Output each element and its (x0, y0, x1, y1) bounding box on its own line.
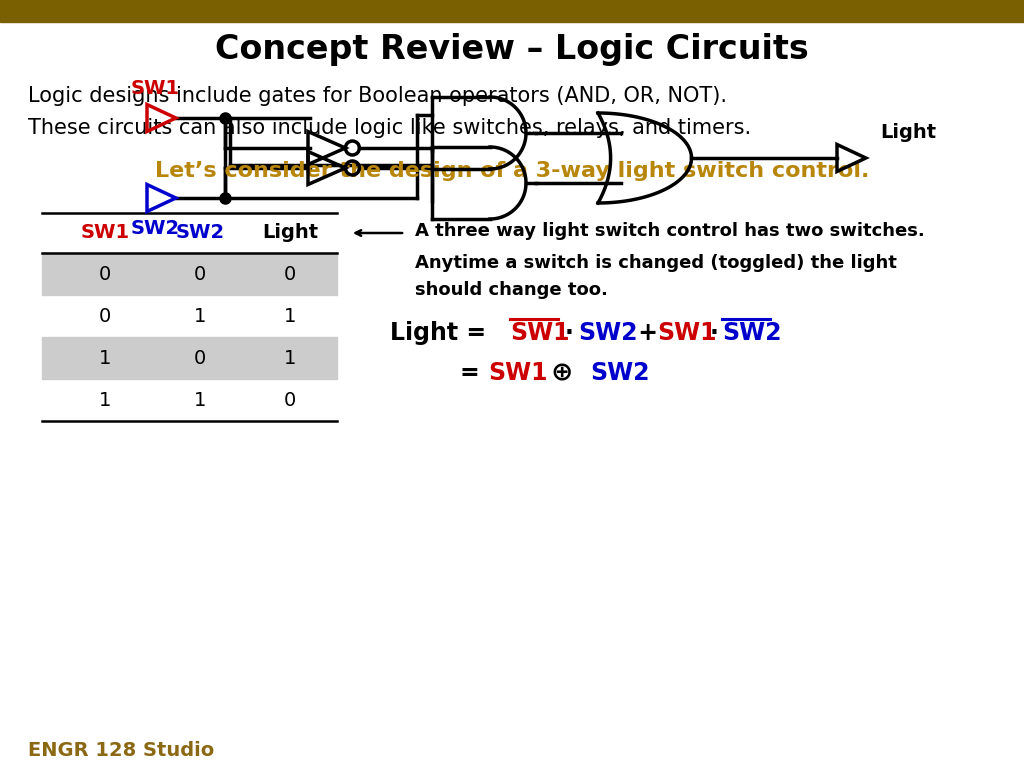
Text: 1: 1 (284, 349, 296, 368)
Text: 0: 0 (284, 264, 296, 283)
Text: +: + (630, 321, 667, 345)
Text: SW2: SW2 (130, 219, 179, 237)
Text: These circuits can also include logic like switches, relays, and timers.: These circuits can also include logic li… (28, 118, 752, 138)
Text: SW1: SW1 (510, 321, 569, 345)
Text: Light =: Light = (390, 321, 495, 345)
Text: 0: 0 (99, 264, 112, 283)
Text: Light: Light (262, 223, 318, 243)
Text: =: = (460, 361, 488, 385)
Bar (42, 253, 337, 295)
Text: SW2: SW2 (578, 321, 638, 345)
Text: ·: · (565, 321, 573, 345)
Text: SW1: SW1 (657, 321, 717, 345)
Text: SW2: SW2 (175, 223, 224, 243)
Text: SW1: SW1 (81, 223, 130, 243)
Text: SW1: SW1 (130, 78, 179, 98)
Bar (42, 337, 337, 379)
Bar (0, 0, 1024, 22)
Text: Anytime a switch is changed (toggled) the light: Anytime a switch is changed (toggled) th… (415, 254, 897, 272)
Text: Light: Light (880, 124, 936, 143)
Text: A three way light switch control has two switches.: A three way light switch control has two… (415, 222, 925, 240)
Text: 1: 1 (194, 390, 206, 409)
Text: 0: 0 (99, 306, 112, 326)
Text: 1: 1 (98, 349, 112, 368)
Text: 1: 1 (284, 306, 296, 326)
Text: SW1: SW1 (488, 361, 548, 385)
Text: ENGR 128 Studio: ENGR 128 Studio (28, 740, 214, 760)
Text: Concept Review – Logic Circuits: Concept Review – Logic Circuits (215, 34, 809, 67)
Text: SW2: SW2 (722, 321, 781, 345)
Text: 1: 1 (98, 390, 112, 409)
Text: SW2: SW2 (590, 361, 649, 385)
Text: Logic designs include gates for Boolean operators (AND, OR, NOT).: Logic designs include gates for Boolean … (28, 86, 727, 106)
Text: 0: 0 (284, 390, 296, 409)
Text: should change too.: should change too. (415, 281, 608, 299)
Text: 0: 0 (194, 264, 206, 283)
Text: 1: 1 (194, 306, 206, 326)
Text: Let’s consider the design of a 3-way light switch control.: Let’s consider the design of a 3-way lig… (155, 161, 869, 181)
Text: ·: · (710, 321, 719, 345)
Text: 0: 0 (194, 349, 206, 368)
Text: ⊕: ⊕ (542, 360, 583, 386)
